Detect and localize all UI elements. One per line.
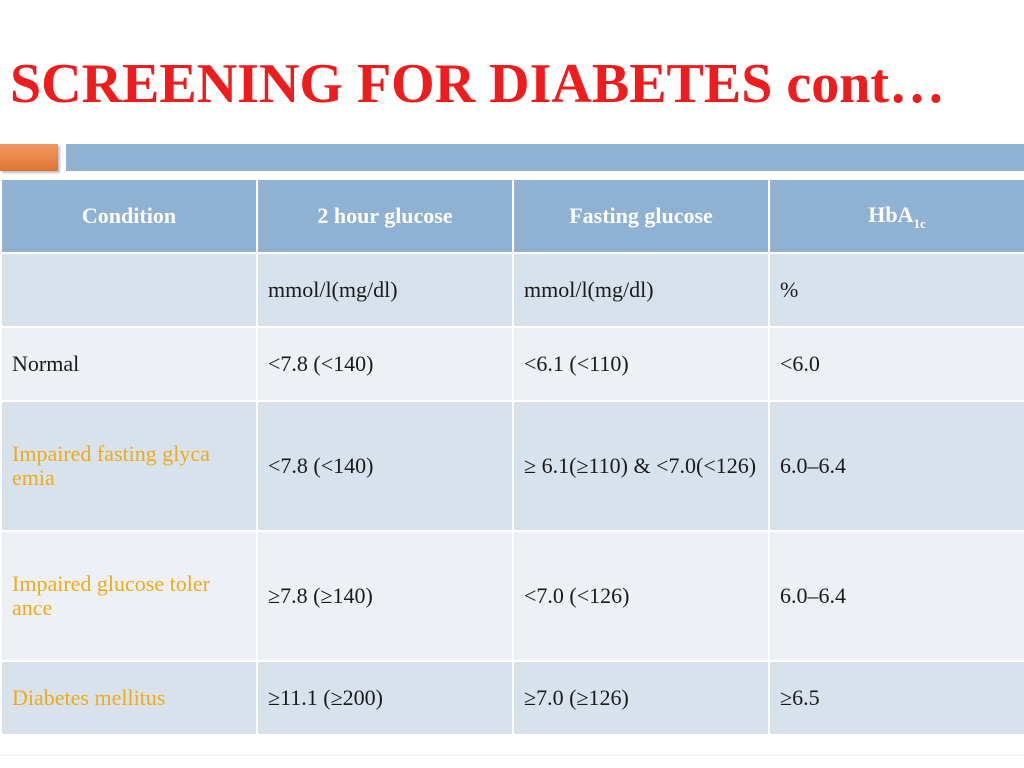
hba1c-label: HbA <box>868 201 914 227</box>
header-hba1c: HbA1c <box>768 178 1024 254</box>
hba1c-subscript: 1c <box>913 215 926 231</box>
condition-cell: Normal <box>0 326 258 402</box>
two-hour-cell: <7.8 (<140) <box>256 326 514 402</box>
fasting-cell: <7.0 (<126) <box>512 530 770 662</box>
table-row-normal: Normal <7.8 (<140) <6.1 (<110) <6.0 <box>0 326 1024 402</box>
accent-bar-blue <box>66 144 1024 171</box>
hba1c-cell: 6.0–6.4 <box>768 530 1024 662</box>
header-two-hour-glucose: 2 hour glucose <box>256 178 514 254</box>
table-row-impaired-fasting: Impaired fasting glyca emia <7.8 (<140) … <box>0 400 1024 532</box>
condition-cell: Impaired fasting glyca emia <box>0 400 258 532</box>
header-condition: Condition <box>0 178 258 254</box>
units-hba1c-cell: % <box>768 252 1024 328</box>
condition-cell: Diabetes mellitus <box>0 660 258 736</box>
fasting-cell: ≥ 6.1(≥110) & <7.0(<126) <box>512 400 770 532</box>
table-header-row: Condition 2 hour glucose Fasting glucose… <box>0 178 1024 254</box>
hba1c-cell: <6.0 <box>768 326 1024 402</box>
table-row-diabetes-mellitus: Diabetes mellitus ≥11.1 (≥200) ≥7.0 (≥12… <box>0 660 1024 736</box>
table-row-impaired-glucose-tolerance: Impaired glucose toler ance ≥7.8 (≥140) … <box>0 530 1024 662</box>
bottom-divider <box>0 754 1024 756</box>
units-row: mmol/l(mg/dl) mmol/l(mg/dl) % <box>0 252 1024 328</box>
units-fasting-cell: mmol/l(mg/dl) <box>512 252 770 328</box>
fasting-cell: <6.1 (<110) <box>512 326 770 402</box>
slide-title: SCREENING FOR DIABETES cont… <box>10 53 946 115</box>
two-hour-cell: <7.8 (<140) <box>256 400 514 532</box>
accent-bar-orange <box>0 144 58 171</box>
hba1c-cell: 6.0–6.4 <box>768 400 1024 532</box>
two-hour-cell: ≥7.8 (≥140) <box>256 530 514 662</box>
units-two-hour-cell: mmol/l(mg/dl) <box>256 252 514 328</box>
hba1c-cell: ≥6.5 <box>768 660 1024 736</box>
units-condition-cell <box>0 252 258 328</box>
diabetes-screening-table: Condition 2 hour glucose Fasting glucose… <box>0 178 1024 736</box>
condition-cell: Impaired glucose toler ance <box>0 530 258 662</box>
fasting-cell: ≥7.0 (≥126) <box>512 660 770 736</box>
two-hour-cell: ≥11.1 (≥200) <box>256 660 514 736</box>
header-fasting-glucose: Fasting glucose <box>512 178 770 254</box>
